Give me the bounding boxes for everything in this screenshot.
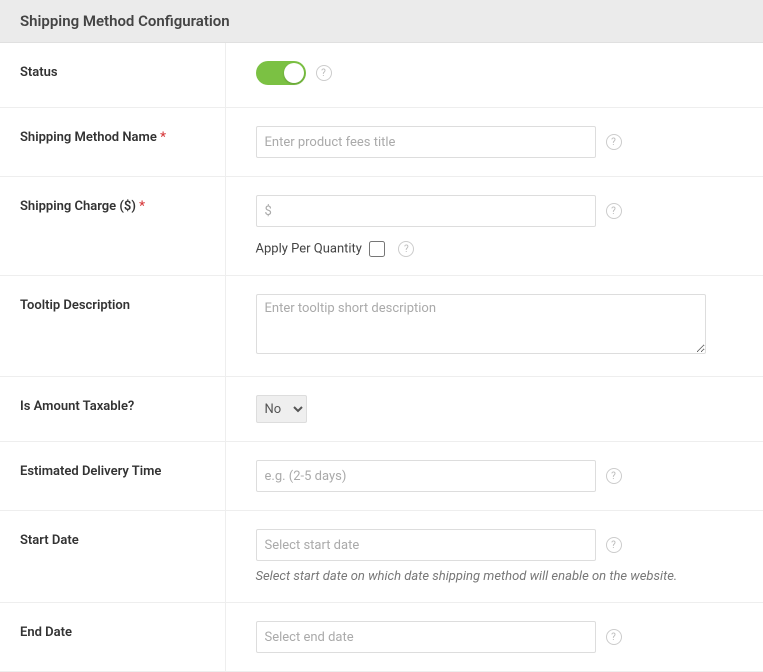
apply-per-qty-checkbox[interactable] bbox=[369, 241, 385, 257]
label-start: Start Date bbox=[0, 511, 225, 603]
row-tooltip: Tooltip Description bbox=[0, 276, 763, 377]
status-toggle[interactable] bbox=[256, 61, 306, 85]
row-status: Status ? bbox=[0, 43, 763, 108]
row-charge: Shipping Charge ($) * ? Apply Per Quanti… bbox=[0, 177, 763, 276]
tooltip-textarea[interactable] bbox=[256, 294, 706, 354]
row-taxable: Is Amount Taxable? No Yes bbox=[0, 377, 763, 442]
start-date-desc: Select start date on which date shipping… bbox=[256, 569, 734, 584]
row-delivery: Estimated Delivery Time ? bbox=[0, 442, 763, 511]
label-taxable: Is Amount Taxable? bbox=[0, 377, 225, 442]
label-tooltip: Tooltip Description bbox=[0, 276, 225, 377]
label-delivery: Estimated Delivery Time bbox=[0, 442, 225, 511]
required-mark: * bbox=[160, 130, 166, 145]
delivery-time-input[interactable] bbox=[256, 460, 596, 492]
label-name: Shipping Method Name bbox=[20, 130, 157, 145]
config-form: Status ? Shipping Method Name * ? Shippi… bbox=[0, 43, 763, 672]
row-name: Shipping Method Name * ? bbox=[0, 108, 763, 177]
row-start-date: Start Date ? Select start date on which … bbox=[0, 511, 763, 603]
help-icon[interactable]: ? bbox=[316, 65, 332, 81]
apply-per-qty-label: Apply Per Quantity bbox=[256, 241, 362, 256]
help-icon[interactable]: ? bbox=[606, 134, 622, 150]
label-charge: Shipping Charge ($) bbox=[20, 199, 136, 214]
shipping-charge-input[interactable] bbox=[256, 195, 596, 227]
taxable-select[interactable]: No Yes bbox=[256, 395, 307, 423]
help-icon[interactable]: ? bbox=[606, 203, 622, 219]
help-icon[interactable]: ? bbox=[606, 629, 622, 645]
config-header: Shipping Method Configuration bbox=[0, 0, 763, 43]
label-status: Status bbox=[0, 43, 225, 108]
page-title: Shipping Method Configuration bbox=[20, 12, 743, 30]
help-icon[interactable]: ? bbox=[606, 537, 622, 553]
label-end: End Date bbox=[0, 603, 225, 672]
help-icon[interactable]: ? bbox=[606, 468, 622, 484]
row-end-date: End Date ? bbox=[0, 603, 763, 672]
help-icon[interactable]: ? bbox=[398, 241, 414, 257]
end-date-input[interactable] bbox=[256, 621, 596, 653]
shipping-name-input[interactable] bbox=[256, 126, 596, 158]
required-mark: * bbox=[139, 199, 145, 214]
start-date-input[interactable] bbox=[256, 529, 596, 561]
